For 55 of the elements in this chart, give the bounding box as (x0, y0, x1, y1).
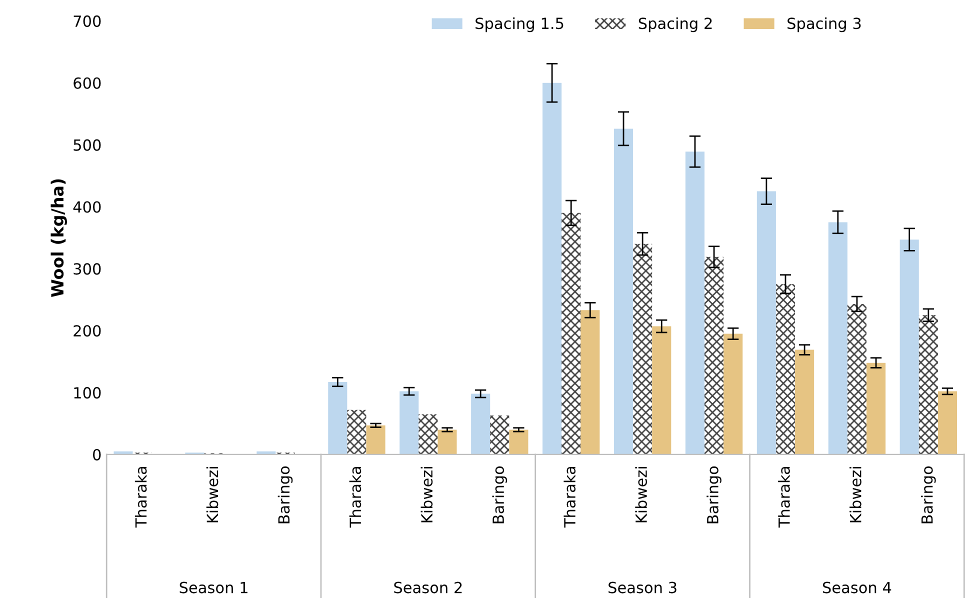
y-tick-label: 400 (73, 201, 101, 213)
y-tick-label: 600 (74, 77, 101, 89)
bar (633, 244, 652, 454)
bar (366, 425, 386, 454)
bar (562, 212, 581, 454)
x-tick-label: Tharaka (778, 466, 790, 528)
legend-label: Spacing 1.5 (476, 17, 564, 32)
y-tick-label: 0 (93, 448, 101, 460)
bar (400, 391, 419, 454)
x-tick-label: Baringo (706, 466, 722, 524)
y-tick-label: 100 (74, 387, 101, 399)
bar (866, 362, 886, 454)
bar (418, 414, 438, 454)
x-tick-label: Kibwezi (635, 467, 647, 522)
x-tick-label: Baringo (921, 466, 936, 524)
bar (847, 304, 866, 454)
y-tick-label: 700 (74, 15, 101, 27)
text: Season 1 (180, 582, 248, 594)
bar (490, 415, 510, 454)
bar (347, 410, 366, 454)
x-tick-label: Tharaka (564, 466, 576, 528)
bar (580, 310, 600, 454)
x-tick-label: Kibwezi (420, 467, 433, 522)
text: Season 4 (822, 582, 892, 594)
x-tick-label: Tharaka (349, 466, 362, 528)
bar (685, 152, 705, 454)
bar (756, 191, 776, 454)
bar (918, 315, 938, 454)
text: Season 3 (608, 582, 676, 594)
bar (509, 430, 528, 454)
x-tick-label: Tharaka (134, 466, 147, 528)
bar (614, 128, 634, 454)
bar (328, 382, 348, 454)
x-tick-label: Kibwezi (206, 467, 218, 522)
bar (938, 391, 958, 454)
bar (652, 326, 672, 454)
bar (704, 256, 724, 454)
text: Season 2 (394, 582, 462, 594)
x-tick-label: Baringo (278, 466, 293, 524)
bar (471, 394, 490, 454)
bar (828, 222, 848, 454)
y-tick-label: 300 (74, 263, 101, 275)
bar (438, 430, 457, 454)
legend-label: Spacing 2 (638, 17, 712, 32)
bar (795, 350, 814, 454)
bar (776, 284, 796, 454)
y-tick-label: 500 (74, 139, 101, 151)
x-tick-label: Baringo (492, 466, 508, 524)
x-tick-label: Kibwezi (850, 467, 862, 522)
bar (900, 240, 919, 454)
y-tick-label: 200 (74, 325, 101, 337)
bar (542, 82, 562, 454)
bar (724, 334, 743, 454)
legend-label: Spacing 3 (788, 17, 861, 32)
y-axis-title: Wool (kg/ha) (50, 179, 68, 298)
